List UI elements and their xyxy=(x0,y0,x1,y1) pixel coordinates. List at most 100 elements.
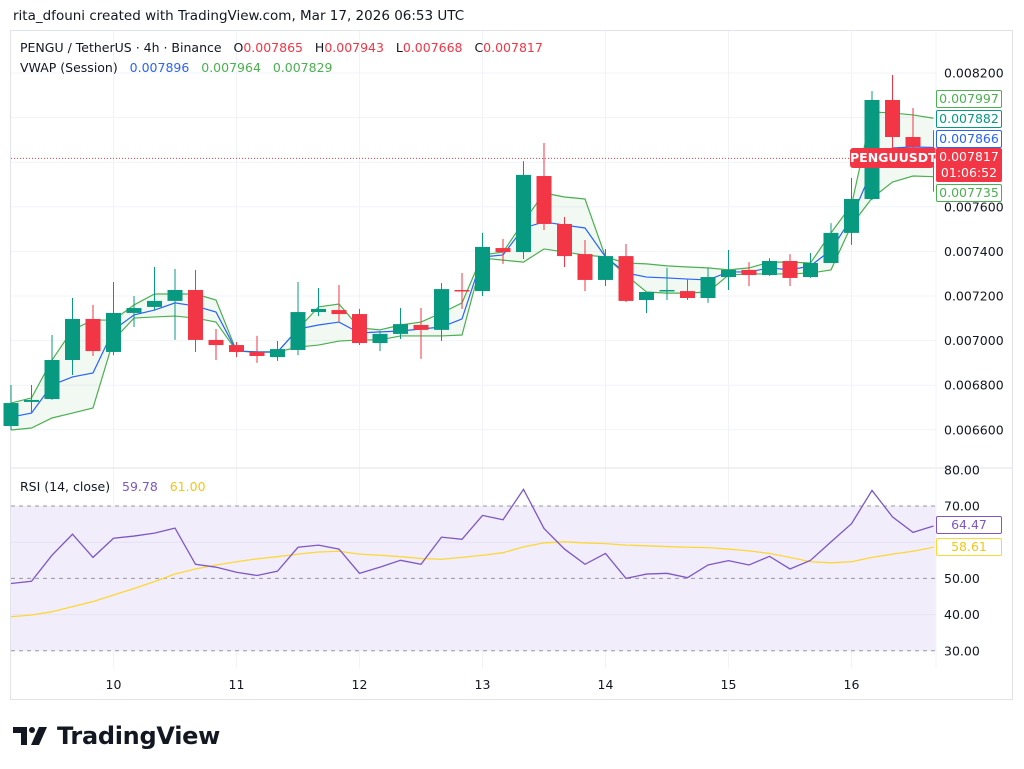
candle-body xyxy=(126,308,142,313)
time-axis-tick-label: 12 xyxy=(352,677,368,692)
rsi-axis-tick-label: 70.00 xyxy=(944,499,980,514)
candle xyxy=(475,232,490,296)
price-axis-tick-label: 0.006800 xyxy=(944,378,1004,393)
candle xyxy=(659,267,675,301)
rsi-value: 59.78 xyxy=(122,479,158,494)
candle xyxy=(270,341,285,361)
time-axis-tick-label: 11 xyxy=(229,677,245,692)
candle-body xyxy=(65,318,80,361)
candle xyxy=(598,248,613,286)
rsi-ma-line xyxy=(10,541,934,618)
tradingview-logo[interactable]: TradingView xyxy=(13,722,220,750)
candle xyxy=(639,291,654,313)
rsi-ma-value: 61.00 xyxy=(169,479,206,494)
low-value: 0.007668 xyxy=(402,40,463,55)
price-axis-tick-label: 0.007200 xyxy=(944,289,1004,304)
candle-body xyxy=(311,308,326,313)
candle-body xyxy=(229,345,244,352)
candle xyxy=(65,298,80,375)
price-axis-tick-label: 0.007600 xyxy=(944,199,1004,214)
low-label: L xyxy=(395,40,403,55)
vwap-title: VWAP (Session) xyxy=(20,60,118,75)
candle-body xyxy=(577,254,593,280)
candle xyxy=(885,75,900,150)
rsi-ma-price-label: 58.61 xyxy=(936,538,1002,556)
high-label: H xyxy=(314,40,325,55)
candle-body xyxy=(536,176,552,224)
candle-body xyxy=(434,289,449,330)
candle xyxy=(495,238,511,264)
candle xyxy=(44,335,60,400)
candle-body xyxy=(516,174,531,253)
close-value: 0.007817 xyxy=(483,40,543,55)
price-axis-tick-label: 0.006600 xyxy=(944,422,1004,437)
candle-body xyxy=(290,312,306,350)
candle xyxy=(618,244,634,303)
rsi-axis-tick-label: 40.00 xyxy=(944,607,980,622)
candle-body xyxy=(3,403,19,427)
candle-body xyxy=(106,312,121,352)
bar-countdown: 01:06:52 xyxy=(940,165,998,180)
candle xyxy=(844,178,859,245)
candle-body xyxy=(413,324,429,330)
close-label: C xyxy=(474,40,484,55)
candle xyxy=(782,254,798,286)
rsi-title: RSI (14, close) xyxy=(20,479,111,494)
candle-body xyxy=(208,339,224,346)
candle xyxy=(905,108,921,152)
candle xyxy=(516,161,531,259)
candle-body xyxy=(475,246,490,292)
candle xyxy=(249,335,265,363)
candle-body xyxy=(495,248,511,253)
vwap-legend: VWAP (Session) 0.007896 0.007964 0.00782… xyxy=(20,60,332,75)
upper-band-price-label: 0.007997 xyxy=(936,90,1002,108)
candle xyxy=(188,269,203,352)
candle-body xyxy=(618,256,634,301)
candle xyxy=(352,308,367,346)
open-value: 0.007865 xyxy=(243,40,303,55)
vwap-value: 0.007896 xyxy=(129,60,190,75)
symbol-title: PENGU / TetherUS · 4h · Binance xyxy=(20,40,222,55)
candle xyxy=(762,258,777,276)
symbol-legend: PENGU / TetherUS · 4h · Binance O0.00786… xyxy=(20,40,543,55)
candle xyxy=(741,262,757,286)
candle-body xyxy=(680,291,695,299)
candle xyxy=(372,331,388,352)
vwap-lower-value: 0.007829 xyxy=(272,60,333,75)
candle-body xyxy=(352,314,367,344)
candle xyxy=(208,329,224,361)
lower-band-price-label: 0.007735 xyxy=(936,184,1002,202)
candle xyxy=(331,285,347,323)
candle-body xyxy=(44,360,60,400)
last-price-value: 0.007817 xyxy=(939,149,999,164)
candle-body xyxy=(147,300,162,307)
candle-body xyxy=(823,232,839,263)
candle xyxy=(229,341,244,358)
candle-body xyxy=(598,256,613,280)
vwap-price-label: 0.007866 xyxy=(936,130,1002,148)
price-axis-tick-label: 0.008200 xyxy=(944,66,1004,81)
candle-body xyxy=(782,260,798,278)
rsi-axis-tick-label: 50.00 xyxy=(944,571,980,586)
candle-body xyxy=(167,289,183,301)
candle xyxy=(557,217,572,268)
candle xyxy=(823,223,839,263)
chart-frame xyxy=(10,30,1013,700)
vwap-line xyxy=(10,146,934,418)
candle xyxy=(864,91,880,201)
candle-body xyxy=(249,351,265,356)
symbol-price-tag: PENGUUSDT xyxy=(850,148,937,168)
rsi-legend: RSI (14, close) 59.78 61.00 xyxy=(20,479,206,494)
candle-body xyxy=(639,291,654,301)
candle xyxy=(126,296,142,327)
candle-body xyxy=(24,399,39,402)
tradingview-logo-text: TradingView xyxy=(57,722,220,750)
candle-body xyxy=(885,99,900,138)
last-price-label: 0.007817 01:06:52 xyxy=(936,148,1002,182)
candle xyxy=(721,250,736,290)
candle xyxy=(85,304,101,356)
candle xyxy=(393,308,408,340)
candle xyxy=(413,308,429,359)
time-axis-tick-label: 10 xyxy=(106,677,122,692)
